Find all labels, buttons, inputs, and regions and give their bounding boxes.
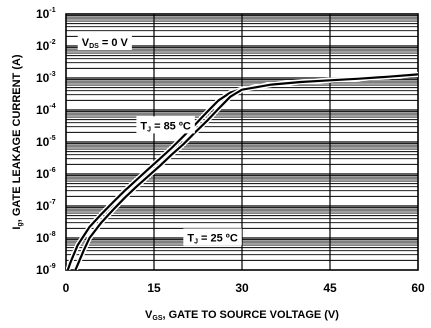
annotation-text-tj25: TJ = 25 ºC (187, 232, 237, 245)
y-axis-title: Ig, GATE LEAKAGE CURRENT (A) (11, 54, 24, 230)
annotation-tj85: TJ = 85 ºC (136, 116, 195, 134)
x-tick-label: 0 (63, 281, 70, 295)
x-tick-label: 60 (411, 281, 425, 295)
annotation-tj25: TJ = 25 ºC (183, 228, 242, 246)
x-tick-label: 45 (323, 281, 337, 295)
annotations: VDS = 0 V TJ = 85 ºC TJ = 25 ºC (77, 33, 242, 246)
y-tick-label: 10-6 (36, 167, 56, 181)
series-lines (66, 71, 418, 270)
series-line-tj25 (74, 73, 418, 270)
y-tick-label: 10-7 (36, 199, 56, 213)
y-tick-label: 10-4 (36, 103, 56, 117)
y-tick-label: 10-2 (36, 39, 56, 53)
grid (66, 14, 418, 270)
annotation-box-vds (77, 33, 132, 51)
x-tick-label: 30 (235, 281, 249, 295)
y-tick-labels: 10-1 10-2 10-3 10-4 10-5 10-6 10-7 10-8 10-9 (36, 7, 56, 277)
annotation-text-vds: VDS = 0 V (82, 37, 129, 50)
x-tick-labels: 0 15 30 45 60 (63, 281, 425, 295)
annotation-text-tj85: TJ = 85 ºC (140, 120, 190, 133)
y-tick-label: 10-1 (36, 7, 56, 21)
y-tick-label: 10-3 (36, 71, 56, 85)
y-tick-label: 10-9 (36, 263, 56, 277)
annotation-box-tj25 (183, 228, 242, 246)
y-tick-label: 10-5 (36, 135, 56, 149)
x-tick-label: 15 (147, 281, 161, 295)
plot-frame (65, 13, 419, 271)
annotation-vds: VDS = 0 V (77, 33, 132, 51)
y-tick-label: 10-8 (36, 231, 56, 245)
annotation-box-tj85 (136, 116, 195, 134)
x-axis-title: VGS, GATE TO SOURCE VOLTAGE (V) (145, 309, 339, 322)
